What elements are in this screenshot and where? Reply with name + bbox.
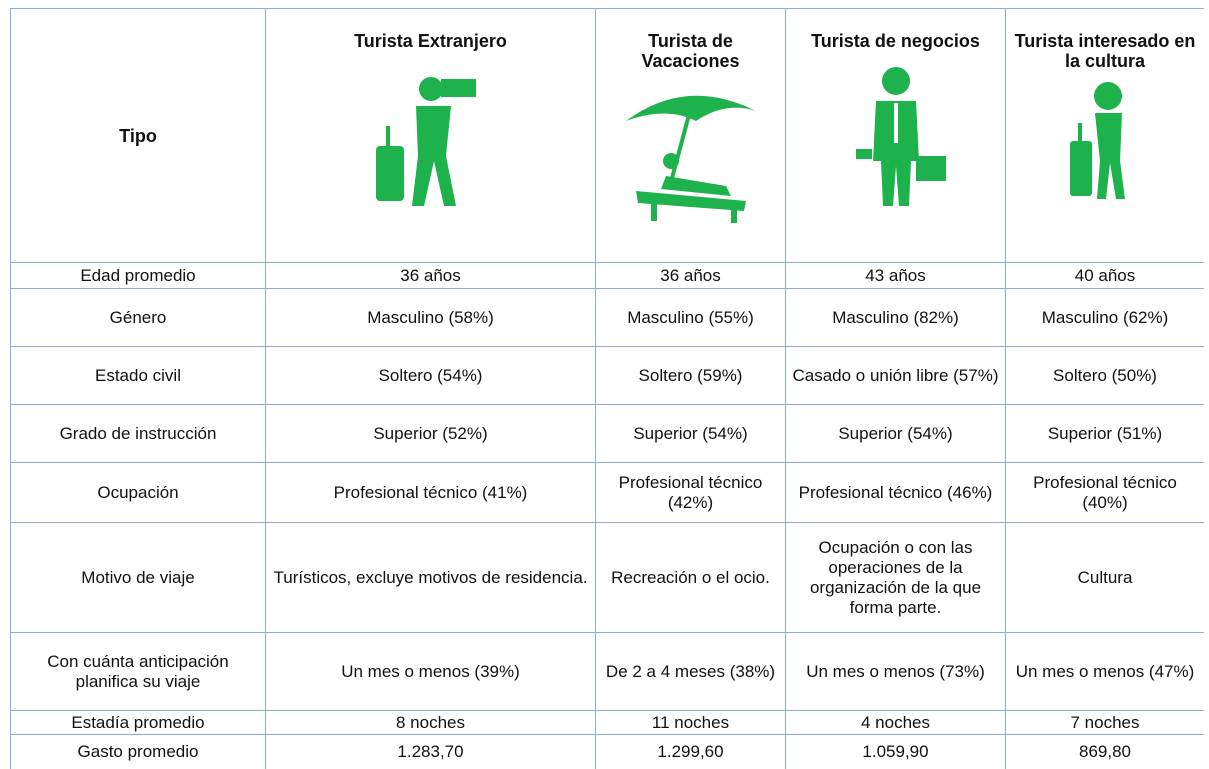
cell: 11 noches bbox=[595, 710, 786, 735]
header-cell: Turista interesado en la cultura bbox=[1005, 8, 1204, 263]
table-row: Estadía promedio 8 noches 11 noches 4 noche… bbox=[10, 710, 1204, 735]
icon-foreign-tourist bbox=[375, 77, 476, 206]
cell: 7 noches bbox=[1005, 710, 1204, 735]
cell: Profesional técnico (41%) bbox=[265, 462, 596, 523]
cell: De 2 a 4 meses (38%) bbox=[595, 632, 786, 711]
cell: Masculino (82%) bbox=[785, 288, 1006, 347]
cell: Superior (54%) bbox=[785, 404, 1006, 463]
cell: Un mes o menos (47%) bbox=[1005, 632, 1204, 711]
cell: Superior (52%) bbox=[265, 404, 596, 463]
cell: Superior (54%) bbox=[595, 404, 786, 463]
row-label: Edad promedio bbox=[10, 262, 266, 289]
table-wrapper: Tipo Turista Extranjero Turista de Vacacio… bbox=[10, 8, 1204, 769]
row-label: Con cuánta anticipación planifica su via… bbox=[10, 632, 266, 711]
cell: Soltero (59%) bbox=[595, 346, 786, 405]
cell: 1.283,70 bbox=[265, 734, 596, 769]
cell: Cultura bbox=[1005, 522, 1204, 633]
table-row: Grado de instrucción Superior (52%) Superi… bbox=[10, 404, 1204, 463]
row-label: Gasto promedio bbox=[10, 734, 266, 769]
row-label: Estado civil bbox=[10, 346, 266, 405]
cell: 1.299,60 bbox=[595, 734, 786, 769]
tourist-table: Tipo Turista Extranjero Turista de Vacacio… bbox=[10, 8, 1204, 769]
cell: 8 noches bbox=[265, 710, 596, 735]
cell: 1.059,90 bbox=[785, 734, 1006, 769]
header-label: Tipo bbox=[10, 8, 266, 263]
cell: 36 años bbox=[595, 262, 786, 289]
cell: Soltero (50%) bbox=[1005, 346, 1204, 405]
row-label: Motivo de viaje bbox=[10, 522, 266, 633]
cell: 4 noches bbox=[785, 710, 1006, 735]
row-label: Ocupación bbox=[10, 462, 266, 523]
table-row: Edad promedio 36 años 36 años 43 años 40 año… bbox=[10, 262, 1204, 289]
cell: Masculino (58%) bbox=[265, 288, 596, 347]
header-text: Tipo bbox=[119, 125, 157, 146]
header-row: Tipo Turista Extranjero Turista de Vacacio… bbox=[10, 8, 1204, 263]
cell: Superior (51%) bbox=[1005, 404, 1204, 463]
cell: Recreación o el ocio. bbox=[595, 522, 786, 633]
table-row: Motivo de viaje Turísticos, excluye motiv… bbox=[10, 522, 1204, 633]
table-row: Estado civil Soltero (54%) Soltero (59%) Ca… bbox=[10, 346, 1204, 405]
cell: Profesional técnico (46%) bbox=[785, 462, 1006, 523]
header-cell: Turista de negocios bbox=[785, 8, 1006, 263]
header-text: Turista interesado en la cultura bbox=[1014, 31, 1196, 71]
cell: Profesional técnico (42%) bbox=[595, 462, 786, 523]
cell: Casado o unión libre (57%) bbox=[785, 346, 1006, 405]
cell: Masculino (62%) bbox=[1005, 288, 1204, 347]
icon-business-tourist bbox=[855, 67, 946, 206]
table-row: Con cuánta anticipación planifica su via… bbox=[10, 632, 1204, 711]
header-text: Turista de negocios bbox=[811, 31, 980, 51]
table-row: Género Masculino (58%) Masculino (55%) Masc… bbox=[10, 288, 1204, 347]
icon-culture-tourist bbox=[1070, 82, 1125, 199]
row-label: Estadía promedio bbox=[10, 710, 266, 735]
cell: 40 años bbox=[1005, 262, 1204, 289]
header-cell: Turista de Vacaciones bbox=[595, 8, 786, 263]
cell: Masculino (55%) bbox=[595, 288, 786, 347]
row-label: Grado de instrucción bbox=[10, 404, 266, 463]
header-cell: Turista Extranjero bbox=[265, 8, 596, 263]
row-label: Género bbox=[10, 288, 266, 347]
cell: Un mes o menos (73%) bbox=[785, 632, 1006, 711]
icon-vacation-tourist bbox=[625, 95, 756, 223]
table-row: Gasto promedio 1.283,70 1.299,60 1.059,90 86… bbox=[10, 734, 1204, 769]
cell: Un mes o menos (39%) bbox=[265, 632, 596, 711]
header-text: Turista de Vacaciones bbox=[641, 31, 740, 71]
cell: Turísticos, excluye motivos de residenci… bbox=[265, 522, 596, 633]
cell: Profesional técnico (40%) bbox=[1005, 462, 1204, 523]
table-row: Ocupación Profesional técnico (41%) Profes… bbox=[10, 462, 1204, 523]
cell: 43 años bbox=[785, 262, 1006, 289]
cell: 869,80 bbox=[1005, 734, 1204, 769]
cell: Ocupación o con las operaciones de la or… bbox=[785, 522, 1006, 633]
cell: 36 años bbox=[265, 262, 596, 289]
cell: Soltero (54%) bbox=[265, 346, 596, 405]
header-text: Turista Extranjero bbox=[354, 31, 507, 51]
